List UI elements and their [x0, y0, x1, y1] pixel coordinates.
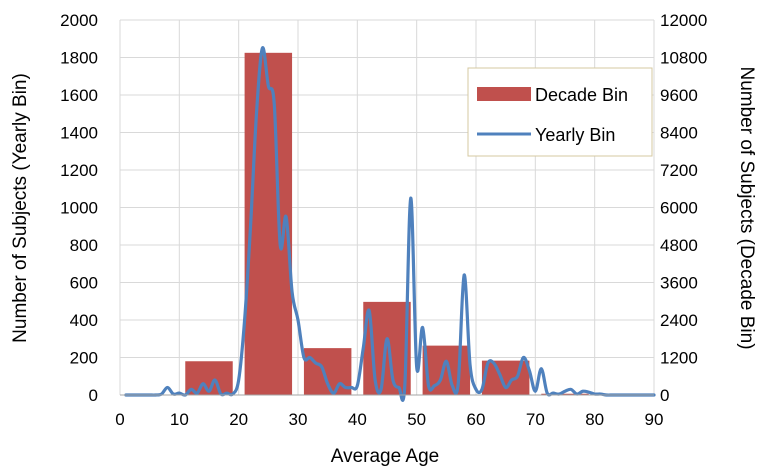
legend: Decade Bin Yearly Bin [467, 67, 653, 157]
legend-label-yearly-bin: Yearly Bin [535, 125, 615, 145]
legend-label-decade-bin: Decade Bin [535, 85, 628, 105]
y-left-tick-label: 0 [89, 386, 98, 405]
y-left-tick-label: 1800 [60, 49, 98, 68]
y-right-tick-label: 10800 [660, 49, 707, 68]
gridlines [119, 19, 655, 396]
y-left-tick-label: 400 [70, 311, 98, 330]
y-right-axis-title: Number of Subjects (Decade Bin) [736, 66, 757, 349]
y-left-axis-title: Number of Subjects (Yearly Bin) [10, 73, 31, 343]
y-left-tick-label: 1000 [60, 199, 98, 218]
y-right-tick-label: 2400 [660, 311, 698, 330]
x-tick-label: 0 [115, 410, 124, 429]
decade-bar [481, 360, 530, 395]
y-left-tick-label: 1600 [60, 86, 98, 105]
y-left-tick-label: 2000 [60, 11, 98, 30]
tick-labels: 0 10 20 30 40 50 60 70 80 90 0 200 400 600 800 1000 1200… [60, 11, 707, 429]
legend-swatch-decade-bin [477, 87, 531, 101]
y-right-tick-label: 12000 [660, 11, 707, 30]
x-tick-label: 10 [170, 410, 189, 429]
x-tick-label: 60 [467, 410, 486, 429]
x-tick-label: 50 [407, 410, 426, 429]
y-left-tick-label: 1400 [60, 124, 98, 143]
decade-bar [541, 393, 589, 395]
yearly-bin-line [124, 46, 656, 402]
decade-bar [422, 345, 471, 395]
y-left-tick-label: 800 [70, 236, 98, 255]
x-tick-label: 20 [229, 410, 248, 429]
x-axis-title: Average Age [331, 446, 439, 467]
yearly-bin-line-series [124, 46, 656, 402]
x-tick-label: 40 [348, 410, 367, 429]
y-right-tick-label: 9600 [660, 86, 698, 105]
y-right-tick-label: 6000 [660, 199, 698, 218]
x-tick-label: 90 [645, 410, 664, 429]
y-right-tick-label: 7200 [660, 161, 698, 180]
y-right-tick-label: 1200 [660, 349, 698, 368]
y-right-tick-label: 3600 [660, 274, 698, 293]
x-tick-label: 80 [585, 410, 604, 429]
y-left-tick-label: 1200 [60, 161, 98, 180]
y-right-tick-label: 8400 [660, 124, 698, 143]
x-tick-label: 30 [289, 410, 308, 429]
x-tick-label: 70 [526, 410, 545, 429]
y-left-tick-label: 200 [70, 349, 98, 368]
y-right-tick-label: 0 [660, 386, 669, 405]
legend-box [467, 67, 653, 157]
y-right-tick-label: 4800 [660, 236, 698, 255]
y-left-tick-label: 600 [70, 274, 98, 293]
